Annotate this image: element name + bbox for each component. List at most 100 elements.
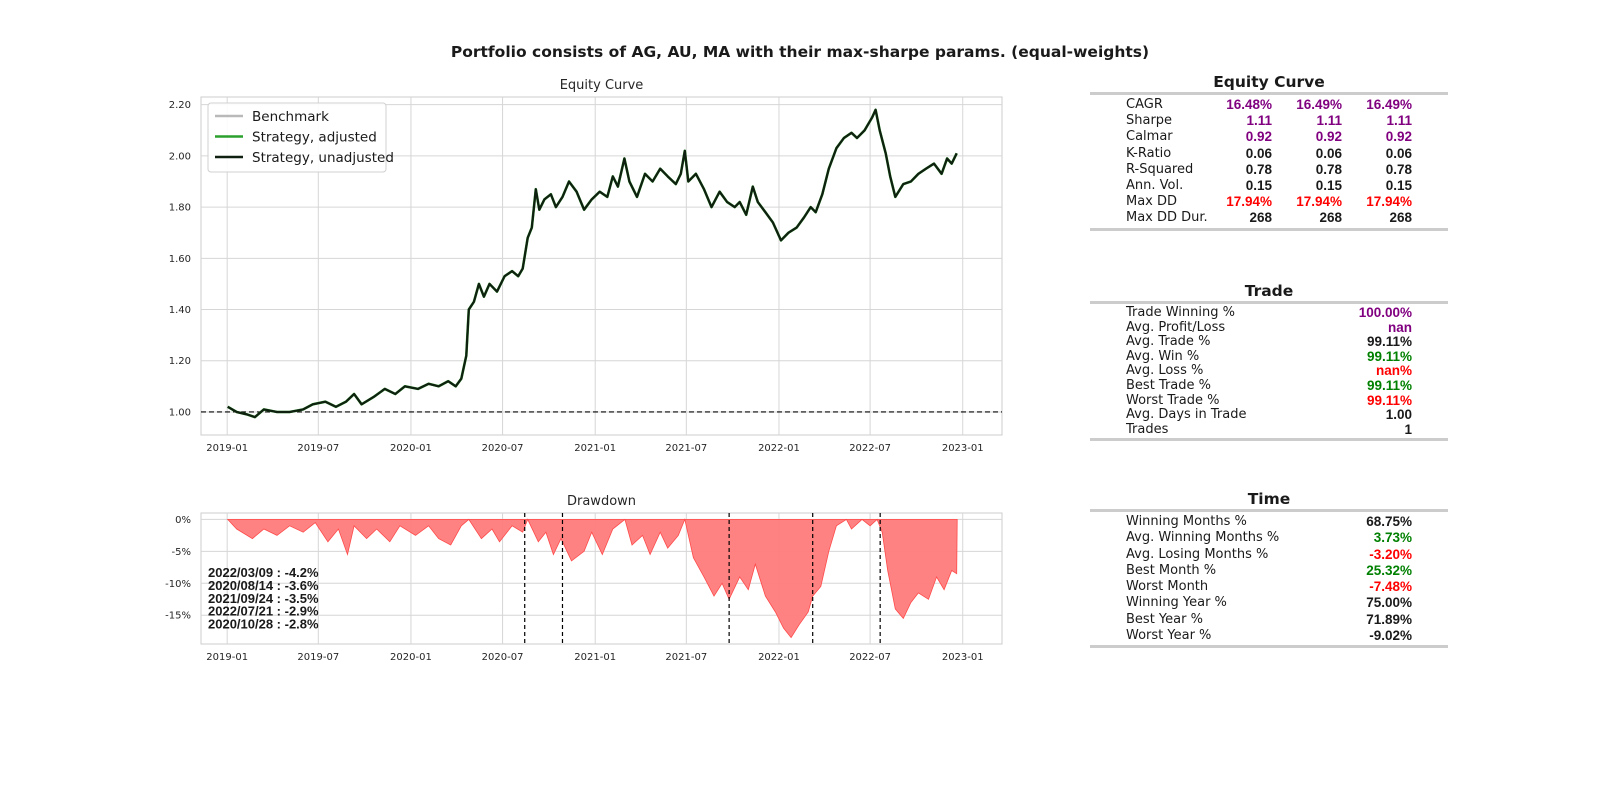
stat-value: 1 — [1404, 421, 1412, 437]
trade-table-title: Trade — [1244, 282, 1294, 300]
x-tick-label: 2021-07 — [665, 443, 707, 454]
equity-table-title: Equity Curve — [1213, 73, 1325, 91]
table-row: Winning Months % 68.75% — [1090, 514, 1448, 530]
drawdown-annotation: 2021/09/24 : -3.5% — [208, 591, 319, 606]
legend-box — [207, 102, 387, 173]
stat-label: Avg. Trade % — [1126, 334, 1211, 350]
stat-value: 99.11% — [1366, 348, 1412, 364]
stat-value: 99.11% — [1366, 392, 1412, 408]
x-tick-label: 2021-01 — [574, 443, 616, 454]
table-row: Avg. Trade % 99.11% — [1090, 335, 1448, 350]
stat-label: Avg. Days in Trade — [1126, 407, 1247, 423]
stat-value: 0.15 — [1315, 177, 1342, 193]
y-tick-label: 2.20 — [169, 100, 191, 111]
stat-value: 268 — [1319, 210, 1342, 226]
table-row: Avg. Winning Months % 3.73% — [1090, 530, 1448, 546]
x-tick-label: 2022-07 — [849, 652, 891, 663]
stat-value: nan — [1387, 319, 1412, 335]
stat-label: Winning Months % — [1126, 514, 1247, 529]
stat-value: 1.11 — [1246, 113, 1272, 129]
x-tick-label: 2022-07 — [849, 443, 891, 454]
drawdown-annotation: 2020/08/14 : -3.6% — [208, 578, 319, 593]
y-tick-label: 2.00 — [169, 151, 191, 162]
stat-label: Avg. Win % — [1126, 348, 1200, 364]
stat-label: Avg. Profit/Loss — [1126, 319, 1226, 335]
x-tick-label: 2020-07 — [482, 443, 524, 454]
stat-value: 99.11% — [1366, 377, 1412, 393]
table-row: Avg. Days in Trade 1.00 — [1090, 408, 1448, 423]
stat-value: -3.20% — [1369, 546, 1412, 562]
table-row: Worst Trade % 99.11% — [1090, 392, 1448, 409]
time-stats-table: Time Winning Months % 68.75% Avg. Winning … — [1090, 489, 1448, 649]
table-row: Trade Winning % 100.00% — [1090, 306, 1448, 321]
x-tick-label: 2021-07 — [665, 652, 707, 663]
figure-title: Portfolio consists of AG, AU, MA with th… — [450, 43, 1150, 61]
table-row: Worst Year % -9.02% — [1090, 628, 1448, 644]
stat-value: 0.78 — [1245, 161, 1272, 177]
equity-table-rows: CAGR 16.48% 16.49% 16.49% Sharpe 1.11 1.11 1.11… — [1090, 95, 1448, 228]
stat-value: 0.92 — [1315, 129, 1342, 145]
table-row: Avg. Loss % nan% — [1090, 364, 1448, 379]
table-rule-top — [1090, 509, 1448, 512]
stat-label: Worst Year % — [1126, 628, 1212, 644]
table-row: Max DD 17.94% 17.94% 17.94% — [1090, 194, 1448, 210]
stat-value: 71.89% — [1366, 611, 1412, 627]
x-tick-label: 2019-01 — [206, 652, 248, 663]
legend-label: Strategy, unadjusted — [252, 150, 394, 166]
time-table-rows: Winning Months % 68.75% Avg. Winning Month… — [1090, 512, 1448, 645]
stat-value: 0.15 — [1245, 177, 1272, 193]
stat-value: 100.00% — [1358, 305, 1412, 320]
stat-value: -7.48% — [1369, 579, 1412, 595]
stat-label: Worst Month — [1126, 579, 1209, 595]
stat-label: Avg. Losing Months % — [1126, 546, 1269, 562]
y-tick-label: 1.20 — [169, 356, 191, 367]
stat-value: 1.11 — [1316, 113, 1342, 129]
stat-value: 268 — [1249, 210, 1272, 226]
stat-label: Best Month % — [1126, 562, 1217, 578]
table-row: Winning Year % 75.00% — [1090, 595, 1448, 611]
legend-label: Benchmark — [252, 109, 329, 125]
stat-label: Calmar — [1126, 129, 1173, 145]
table-row: Avg. Win % 99.11% — [1090, 348, 1448, 365]
table-row: Ann. Vol. 0.15 0.15 0.15 — [1090, 178, 1448, 194]
stat-value: 25.32% — [1366, 562, 1412, 578]
table-row: Best Year % 71.89% — [1090, 612, 1448, 628]
table-rule-bottom — [1090, 438, 1448, 442]
stat-value: 16.49% — [1296, 97, 1342, 112]
stat-value: 17.94% — [1366, 194, 1412, 210]
table-row: Sharpe 1.11 1.11 1.11 — [1090, 113, 1448, 129]
stat-label: Trade Winning % — [1126, 305, 1235, 320]
stat-value: 68.75% — [1366, 514, 1412, 529]
stat-value: nan% — [1375, 363, 1412, 379]
y-tick-label: -10% — [165, 579, 191, 590]
drawdown-annotation: 2020/10/28 : -2.8% — [208, 617, 319, 632]
stat-label: Max DD Dur. — [1126, 210, 1208, 226]
y-tick-label: 1.40 — [169, 305, 191, 316]
drawdown-area — [226, 518, 958, 639]
stat-label: R-Squared — [1126, 161, 1194, 177]
x-tick-label: 2019-01 — [206, 443, 248, 454]
stat-label: Ann. Vol. — [1126, 177, 1184, 193]
trade-table-rows: Trade Winning % 100.00% Avg. Profit/Loss na… — [1090, 304, 1448, 438]
table-row: Max DD Dur. 268 268 268 — [1090, 210, 1448, 226]
stat-value: 99.11% — [1366, 334, 1412, 350]
stat-label: Max DD — [1126, 194, 1178, 210]
stat-value: 0.15 — [1385, 177, 1412, 193]
stat-label: Winning Year % — [1126, 595, 1227, 611]
stat-value: 0.06 — [1385, 145, 1412, 161]
trade-stats-table: Trade Trade Winning % 100.00% Avg. Profit/… — [1090, 281, 1448, 442]
stat-label: Avg. Loss % — [1126, 363, 1204, 379]
stat-label: K-Ratio — [1126, 145, 1172, 161]
table-row: Worst Month -7.48% — [1090, 579, 1448, 595]
stat-label: Best Trade % — [1126, 377, 1211, 393]
equity-stats-table: Equity Curve CAGR 16.48% 16.49% 16.49% Sharp… — [1090, 72, 1448, 231]
stat-value: 16.48% — [1226, 97, 1272, 112]
table-row: Avg. Profit/Loss nan — [1090, 319, 1448, 336]
stat-label: Avg. Winning Months % — [1126, 530, 1280, 546]
table-rule-bottom — [1090, 645, 1448, 649]
y-tick-label: -15% — [165, 611, 191, 622]
table-row: Avg. Losing Months % -3.20% — [1090, 547, 1448, 563]
stat-value: 16.49% — [1366, 97, 1412, 112]
table-row: K-Ratio 0.06 0.06 0.06 — [1090, 146, 1448, 162]
